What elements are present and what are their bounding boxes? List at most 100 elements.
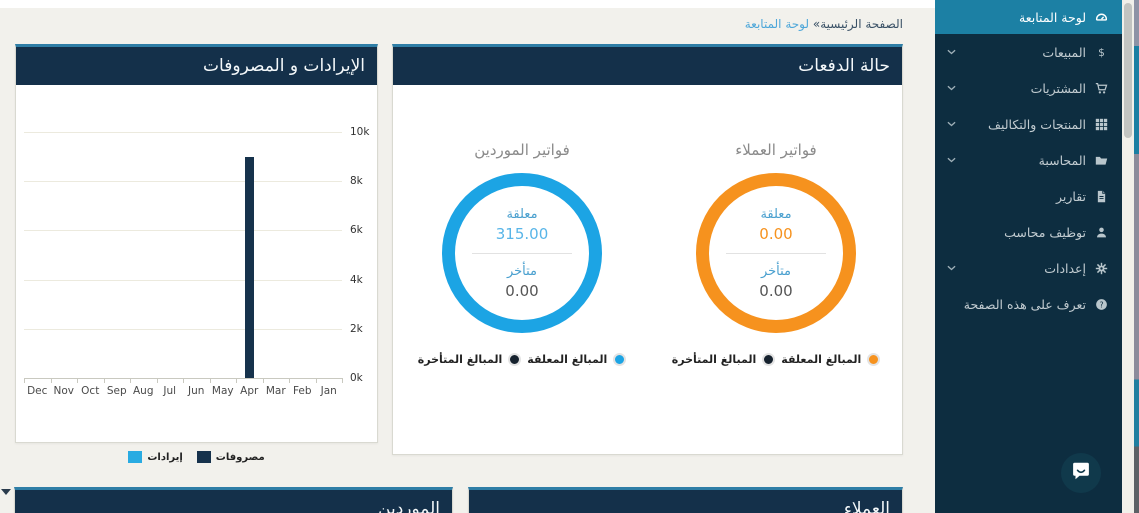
chevron-down-icon bbox=[947, 85, 959, 91]
overdue-amounts-radio-label[interactable]: المبالغ المتأخرة bbox=[671, 353, 757, 366]
legend-swatch bbox=[128, 451, 143, 463]
gridline bbox=[24, 132, 342, 133]
sidebar-item-pagehelp[interactable]: تعرف على هذه الصفحة? bbox=[935, 286, 1122, 322]
legend-item[interactable]: إيرادات bbox=[128, 451, 183, 463]
x-axis-tick bbox=[342, 378, 343, 383]
overdue-amounts-radio[interactable] bbox=[762, 353, 776, 366]
x-axis-tick bbox=[50, 378, 52, 383]
pending-amounts-radio-label[interactable]: المبالغ المعلقة bbox=[781, 353, 862, 366]
chat-button[interactable] bbox=[1061, 453, 1101, 493]
pending-value: 0.00 bbox=[759, 224, 793, 243]
file-icon bbox=[1095, 190, 1108, 203]
sidebar-item-hire[interactable]: توظيف محاسب bbox=[935, 214, 1122, 250]
dollar-icon: $ bbox=[1095, 46, 1108, 59]
gauge-icon bbox=[1095, 11, 1108, 24]
donut-divider bbox=[472, 252, 572, 254]
sidebar-item-label: توظيف محاسب bbox=[1004, 224, 1086, 240]
x-axis-month-label: Jan bbox=[320, 385, 337, 397]
sidebar-item-purchases[interactable]: المشتريات bbox=[935, 70, 1122, 106]
chat-bubble-icon bbox=[1070, 460, 1092, 486]
overdue-label: متأخر bbox=[760, 263, 792, 279]
legend-label: إيرادات bbox=[147, 451, 183, 463]
suppliers-donut-ring: معلقة 315.00 متأخر 0.00 bbox=[442, 173, 602, 333]
legend-item[interactable]: مصروفات bbox=[196, 451, 265, 463]
customers-donut-ring: معلقة 0.00 متأخر 0.00 bbox=[696, 173, 856, 333]
pending-amounts-radio[interactable] bbox=[613, 353, 627, 366]
scrollbar-track[interactable] bbox=[1122, 0, 1134, 513]
customers-donut-title: فواتير العملاء bbox=[735, 141, 817, 159]
overdue-value: 0.00 bbox=[759, 281, 793, 300]
revenue-expense-chart: 10k 8k 6k 4k 2k 0k Dec Nov Oct Sep Aug Jul Jun May Apr… bbox=[16, 85, 377, 463]
sidebar-item-reports[interactable]: تقارير bbox=[935, 178, 1122, 214]
y-axis-tick-label: 2k bbox=[350, 322, 363, 335]
sidebar-item-products[interactable]: المنتجات والتكاليف bbox=[935, 106, 1122, 142]
overdue-amounts-radio[interactable] bbox=[508, 353, 522, 366]
payments-status-panel-title: حالة الدفعات bbox=[393, 47, 902, 85]
x-axis-tick bbox=[77, 378, 78, 383]
x-axis-month-label: Jun bbox=[188, 385, 205, 397]
bar-مصروفات-Apr[interactable] bbox=[244, 156, 254, 378]
x-axis-month-label: Apr bbox=[240, 385, 259, 397]
sidebar-item-label: إعدادات bbox=[1044, 260, 1086, 276]
user-icon bbox=[1095, 226, 1108, 239]
x-axis-month-label: Feb bbox=[292, 385, 312, 397]
gridline bbox=[24, 328, 342, 330]
suppliers-list-panel: الموردين bbox=[14, 487, 453, 513]
sidebar-item-sales[interactable]: المبيعات $ bbox=[935, 34, 1122, 70]
x-axis-month-label: May bbox=[211, 385, 234, 397]
pending-amounts-radio-label[interactable]: المبالغ المعلقة bbox=[527, 353, 608, 366]
breadcrumb-home-link[interactable]: الصفحة الرئيسية bbox=[820, 17, 903, 31]
breadcrumb: الصفحة الرئيسية» لوحة المتابعة bbox=[745, 17, 903, 31]
customers-amounts-toggle: المبالغ المعلقة المبالغ المتأخرة bbox=[671, 353, 881, 366]
suppliers-amounts-toggle: المبالغ المعلقة المبالغ المتأخرة bbox=[417, 353, 627, 366]
x-axis-month-label: Oct bbox=[81, 385, 100, 397]
x-axis-month-label: Nov bbox=[53, 385, 75, 397]
sidebar-item-label: المنتجات والتكاليف bbox=[988, 116, 1086, 132]
chevron-down-icon bbox=[947, 121, 959, 127]
customers-donut-group: فواتير العملاء معلقة 0.00 متأخر 0.00 المبالغ … bbox=[666, 141, 886, 366]
x-axis-tick bbox=[289, 378, 290, 383]
overdue-value: 0.00 bbox=[505, 281, 539, 300]
x-axis-month-label: Dec bbox=[27, 385, 48, 397]
sidebar-item-accounting[interactable]: المحاسبة bbox=[935, 142, 1122, 178]
scrollbar-thumb[interactable] bbox=[1124, 3, 1132, 138]
overdue-amounts-radio-label[interactable]: المبالغ المتأخرة bbox=[417, 353, 503, 366]
x-axis-tick bbox=[183, 378, 184, 383]
sidebar-item-label: المحاسبة bbox=[1038, 152, 1086, 168]
x-axis-tick bbox=[130, 378, 131, 383]
sidebar-item-settings[interactable]: إعدادات bbox=[935, 250, 1122, 286]
x-axis-tick bbox=[156, 378, 158, 383]
pending-value: 315.00 bbox=[495, 224, 549, 243]
y-axis-tick-label: 4k bbox=[350, 273, 363, 286]
suppliers-donut-group: فواتير الموردين معلقة 315.00 متأخر 0.00 المبا… bbox=[412, 141, 632, 366]
sidebar-item-label: تعرف على هذه الصفحة bbox=[963, 296, 1086, 312]
chart-legend: إيرادات مصروفات bbox=[16, 451, 377, 463]
pending-amounts-radio[interactable] bbox=[867, 353, 881, 366]
window-edge-strip bbox=[1134, 0, 1139, 513]
cart-icon bbox=[1095, 82, 1108, 95]
x-axis-month-label: Jul bbox=[163, 385, 177, 397]
x-axis-tick bbox=[24, 378, 25, 383]
gridline bbox=[24, 230, 342, 232]
scrollbar-down-arrow-icon[interactable] bbox=[1, 489, 11, 495]
x-axis-tick bbox=[209, 378, 211, 383]
suppliers-donut-title: فواتير الموردين bbox=[474, 141, 570, 159]
legend-label: مصروفات bbox=[215, 451, 265, 463]
question-icon: ? bbox=[1095, 298, 1108, 311]
suppliers-list-panel-title: الموردين bbox=[15, 490, 452, 513]
y-axis-tick-label: 8k bbox=[350, 175, 363, 188]
sidebar-menu: لوحة المتابعة المبيعات $ المشتريات المنتجات … bbox=[935, 0, 1122, 322]
x-axis-month-label: Mar bbox=[265, 385, 286, 397]
customers-list-panel-title: العملاء bbox=[469, 490, 902, 513]
y-axis-tick-label: 10k bbox=[350, 126, 370, 138]
sidebar-item-label: لوحة المتابعة bbox=[1019, 9, 1086, 25]
x-axis-tick bbox=[315, 378, 317, 383]
y-axis-tick-label: 6k bbox=[350, 224, 363, 237]
folder-icon bbox=[1095, 154, 1108, 167]
sidebar-item-dashboard[interactable]: لوحة المتابعة bbox=[935, 0, 1122, 34]
breadcrumb-current: لوحة المتابعة bbox=[744, 17, 810, 31]
chevron-down-icon bbox=[947, 157, 959, 163]
sidebar-item-label: المشتريات bbox=[1030, 80, 1086, 96]
sidebar-item-label: تقارير bbox=[1055, 188, 1086, 204]
x-axis-month-label: Sep bbox=[106, 385, 127, 397]
